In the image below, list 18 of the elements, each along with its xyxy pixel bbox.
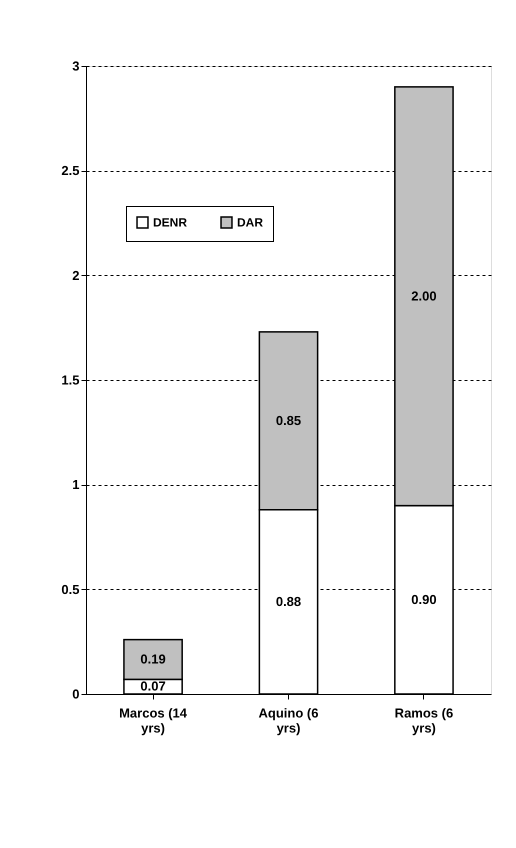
x-tick-label: Aquino (6 yrs) [258,706,318,736]
y-tick-label: 2.5 [61,163,80,178]
x-tick-label: Ramos (6 yrs) [394,706,454,736]
legend-label: DENR [153,216,188,230]
y-tick-label: 0.5 [61,582,80,597]
data-label: 0.85 [276,412,302,428]
data-label: 0.88 [276,594,302,609]
data-label: 2.00 [411,288,437,304]
data-label: 0.19 [140,651,166,666]
y-tick-label: 2 [72,268,80,283]
y-tick-label: 1.5 [61,372,80,388]
y-tick-label: 3 [72,58,80,74]
data-label: 0.07 [140,678,166,694]
y-tick-label: 0 [72,686,80,702]
data-label: 0.90 [411,592,437,607]
legend-label: DAR [237,216,264,230]
x-tick-label: Marcos (14 yrs) [119,706,188,736]
y-tick-label: 1 [72,477,80,492]
